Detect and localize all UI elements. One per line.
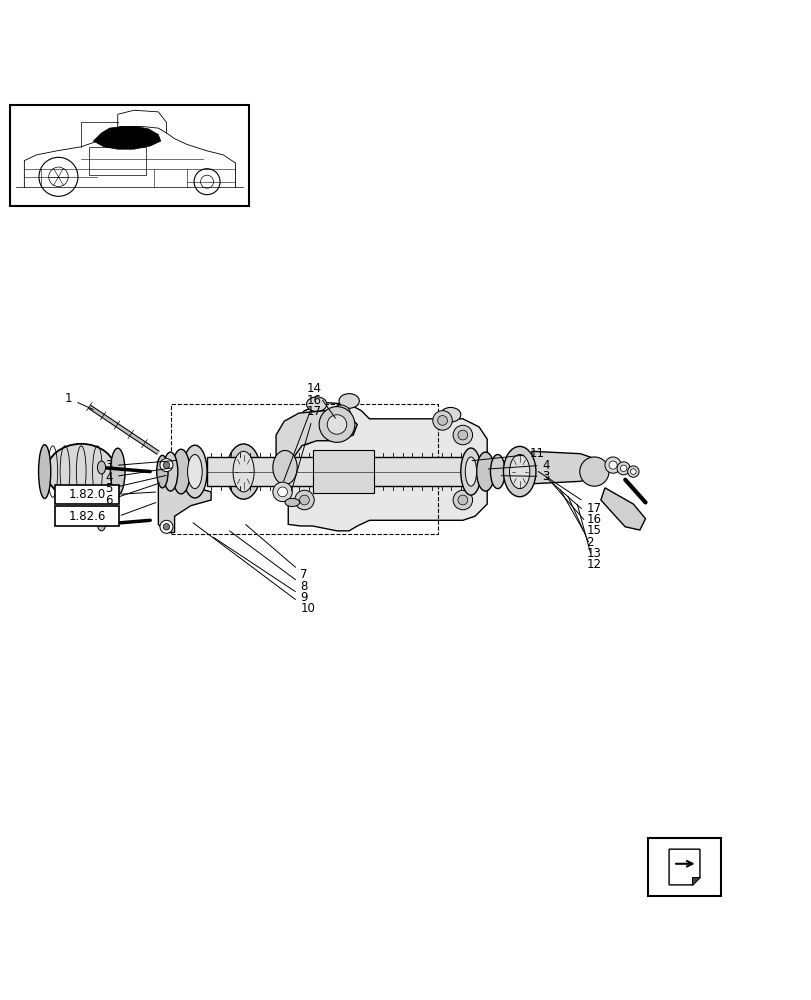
Ellipse shape xyxy=(460,448,480,495)
Text: 17: 17 xyxy=(291,405,321,491)
Polygon shape xyxy=(158,459,211,532)
Circle shape xyxy=(294,490,314,510)
Ellipse shape xyxy=(187,455,202,489)
Ellipse shape xyxy=(490,455,504,489)
Text: 3: 3 xyxy=(500,470,549,483)
Text: 8: 8 xyxy=(230,531,307,593)
Ellipse shape xyxy=(46,444,116,499)
Ellipse shape xyxy=(233,451,254,492)
Circle shape xyxy=(331,405,350,424)
Text: 7: 7 xyxy=(246,525,307,581)
Polygon shape xyxy=(600,488,645,530)
Text: 3: 3 xyxy=(105,459,176,472)
Ellipse shape xyxy=(339,394,358,408)
Ellipse shape xyxy=(110,448,125,495)
Polygon shape xyxy=(531,451,600,484)
Bar xyxy=(10,105,249,206)
Ellipse shape xyxy=(465,457,476,486)
Text: 17: 17 xyxy=(538,471,600,515)
Circle shape xyxy=(272,482,292,502)
Text: 13: 13 xyxy=(567,496,600,560)
Polygon shape xyxy=(276,411,357,468)
Circle shape xyxy=(160,520,173,533)
Circle shape xyxy=(579,457,608,486)
Circle shape xyxy=(294,425,314,445)
Circle shape xyxy=(457,430,467,440)
Ellipse shape xyxy=(285,498,299,506)
Circle shape xyxy=(630,469,636,474)
Circle shape xyxy=(336,410,345,420)
Polygon shape xyxy=(691,877,699,885)
Polygon shape xyxy=(288,403,487,531)
Ellipse shape xyxy=(97,461,105,474)
Circle shape xyxy=(299,430,309,440)
Text: 1.82.0: 1.82.0 xyxy=(68,488,105,501)
Ellipse shape xyxy=(503,446,535,497)
Text: 16: 16 xyxy=(283,394,321,481)
Text: 1.82.6: 1.82.6 xyxy=(68,510,105,523)
Circle shape xyxy=(160,459,173,472)
Text: 12: 12 xyxy=(577,504,600,571)
Circle shape xyxy=(620,465,626,472)
Text: 6: 6 xyxy=(105,483,160,506)
Text: 15: 15 xyxy=(551,483,600,537)
Circle shape xyxy=(299,495,309,505)
Text: 16: 16 xyxy=(546,477,600,526)
Circle shape xyxy=(616,462,629,475)
Ellipse shape xyxy=(182,445,207,498)
Ellipse shape xyxy=(157,455,168,488)
Circle shape xyxy=(453,425,472,445)
Polygon shape xyxy=(93,126,161,149)
Text: 2: 2 xyxy=(560,489,593,549)
Ellipse shape xyxy=(476,452,494,491)
Text: 4: 4 xyxy=(487,459,549,472)
Circle shape xyxy=(604,457,620,473)
Bar xyxy=(647,838,720,896)
Circle shape xyxy=(163,462,169,468)
Text: 14: 14 xyxy=(307,382,335,418)
Ellipse shape xyxy=(97,518,105,531)
Circle shape xyxy=(327,415,346,434)
Bar xyxy=(312,450,373,493)
Circle shape xyxy=(277,487,287,497)
Ellipse shape xyxy=(307,397,326,411)
Ellipse shape xyxy=(226,444,260,499)
Ellipse shape xyxy=(440,407,461,422)
Bar xyxy=(55,506,118,526)
Circle shape xyxy=(608,461,616,469)
Ellipse shape xyxy=(172,449,190,494)
Circle shape xyxy=(453,490,472,510)
Bar xyxy=(89,147,146,175)
Text: 10: 10 xyxy=(193,523,315,615)
Ellipse shape xyxy=(272,450,297,485)
Ellipse shape xyxy=(39,445,50,498)
Text: 9: 9 xyxy=(213,537,307,604)
Text: 1: 1 xyxy=(65,392,93,410)
Circle shape xyxy=(319,407,354,442)
Circle shape xyxy=(457,495,467,505)
Bar xyxy=(207,457,466,486)
Text: 4: 4 xyxy=(105,468,172,484)
Text: 5: 5 xyxy=(105,475,166,495)
Polygon shape xyxy=(668,849,699,885)
Circle shape xyxy=(437,416,447,425)
Ellipse shape xyxy=(163,452,178,491)
Ellipse shape xyxy=(508,455,529,489)
Circle shape xyxy=(163,524,169,530)
Text: 11: 11 xyxy=(471,447,543,461)
Bar xyxy=(55,485,118,504)
Circle shape xyxy=(432,411,452,430)
Circle shape xyxy=(627,466,638,477)
Bar xyxy=(170,404,438,534)
